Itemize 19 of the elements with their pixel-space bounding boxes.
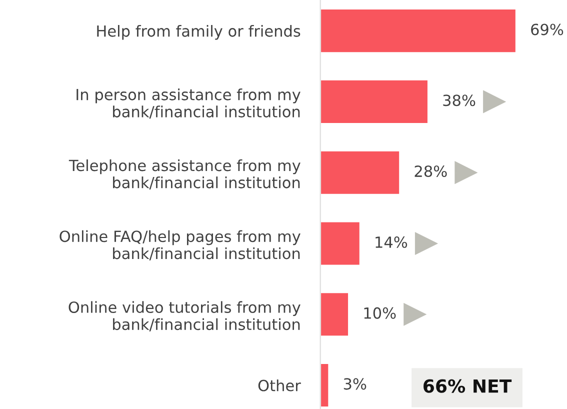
- bar: [320, 8, 517, 54]
- data-label: 14%: [376, 236, 408, 248]
- annotation: 66% NET: [424, 379, 512, 393]
- y-tick-label: Help from family or friends: [97, 25, 300, 40]
- y-tick-label: Other: [258, 379, 301, 392]
- bar: [320, 150, 400, 196]
- y-tick-label: In person assistance from my bank/financial institution: [76, 88, 300, 119]
- y-tick-label: Telephone assistance from my bank/financial institution: [68, 159, 300, 190]
- data-label: 28%: [414, 165, 447, 178]
- data-label: 10%: [364, 307, 396, 319]
- data-label: 3%: [344, 378, 366, 390]
- bar: [320, 79, 429, 124]
- data-label: 69%: [531, 24, 564, 36]
- bar: [320, 292, 350, 338]
- y-tick-label: Online FAQ/help pages from my bank/financial institution: [60, 230, 300, 260]
- y-tick-label: Online video tutorials from my bank/financial institution: [68, 301, 300, 332]
- bar: [320, 362, 330, 408]
- bar: [320, 220, 361, 266]
- data-label: 38%: [443, 94, 476, 106]
